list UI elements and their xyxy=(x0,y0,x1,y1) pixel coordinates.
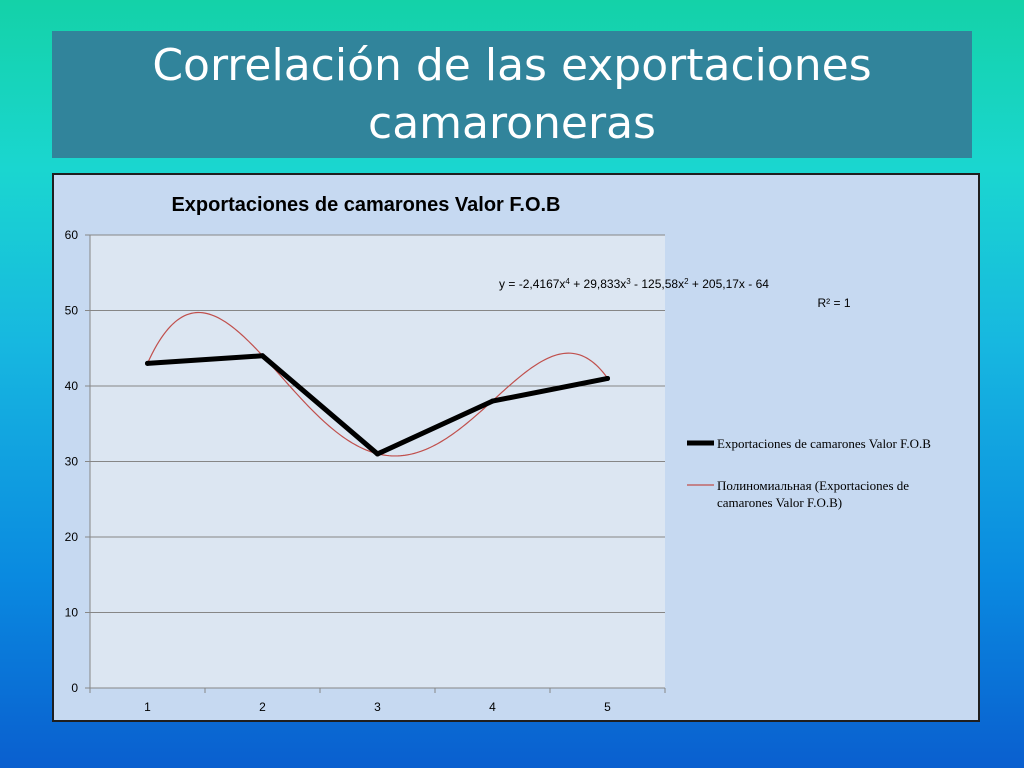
legend-series-label: Exportaciones de camarones Valor F.O.B xyxy=(717,436,931,451)
chart-svg: 0 10 20 30 40 50 60 1 2 3 4 5 Exportaciones de cam… xyxy=(65,194,932,714)
slide-title-line1: Correlación de las exportaciones xyxy=(152,39,872,91)
x-tick-label: 5 xyxy=(604,700,611,714)
y-tick-label: 50 xyxy=(65,304,79,318)
y-tick-label: 20 xyxy=(65,530,79,544)
chart-title: Exportaciones de camarones Valor F.O.B xyxy=(171,194,560,216)
y-tick-label: 0 xyxy=(71,681,78,695)
data-point xyxy=(375,451,380,457)
data-point xyxy=(260,353,265,359)
x-tick-label: 3 xyxy=(374,700,381,714)
y-tick-label: 40 xyxy=(65,379,79,393)
legend-trendline-label-line1: Полиномиальная (Exportaciones de xyxy=(717,478,909,493)
x-tick-label: 2 xyxy=(259,700,266,714)
trendline-r2: R² = 1 xyxy=(817,296,850,310)
data-point xyxy=(145,360,150,366)
data-point xyxy=(490,398,495,404)
x-tick-label: 1 xyxy=(144,700,151,714)
data-point xyxy=(605,375,610,381)
chart-area: 0 10 20 30 40 50 60 1 2 3 4 5 Exportaciones de cam… xyxy=(52,173,980,722)
slide-title: Correlación de las exportaciones camaron… xyxy=(52,31,972,158)
y-tick-label: 60 xyxy=(65,228,79,242)
x-tick-label: 4 xyxy=(489,700,496,714)
slide-title-line2: camaroneras xyxy=(368,97,656,149)
legend: Exportaciones de camarones Valor F.O.B П… xyxy=(687,436,931,510)
legend-trendline-label-line2: camarones Valor F.O.B) xyxy=(717,495,842,510)
y-tick-label: 30 xyxy=(65,455,79,469)
y-tick-label: 10 xyxy=(65,606,79,620)
trendline-equation: y = -2,4167x4 + 29,833x3 - 125,58x2 + 20… xyxy=(499,277,769,291)
